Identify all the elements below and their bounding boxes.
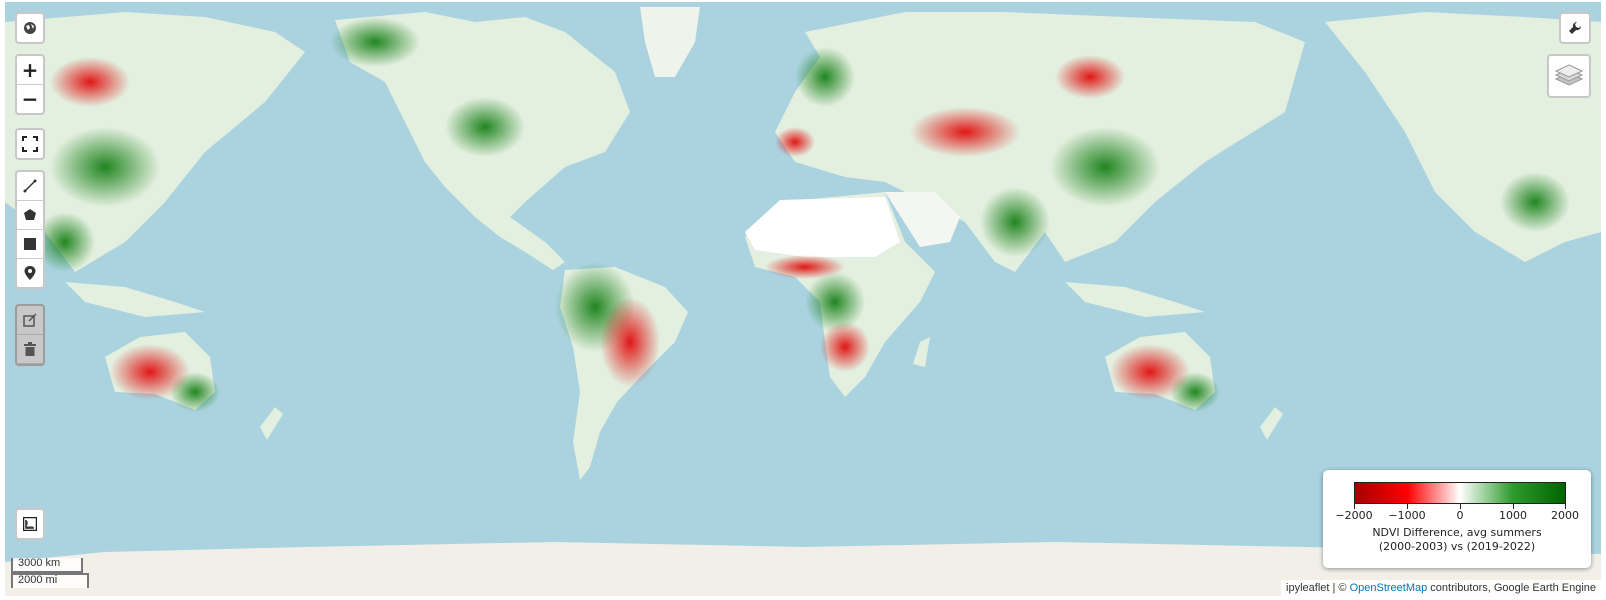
tick-mark <box>1354 504 1355 509</box>
scale-bar: 3000 km 2000 mi <box>11 558 89 588</box>
attribution-prefix: ipyleaflet | © <box>1286 582 1350 594</box>
tick-label: −2000 <box>1335 509 1373 522</box>
fullscreen-control <box>15 128 45 160</box>
basemap-control <box>15 12 45 44</box>
polygon-icon[interactable] <box>17 201 43 230</box>
tick-label: 0 <box>1456 509 1464 522</box>
zoom-out-button[interactable]: − <box>21 87 39 111</box>
scale-imperial: 2000 mi <box>11 573 89 588</box>
tick-mark <box>1460 504 1461 509</box>
colorbar <box>1354 482 1566 504</box>
draw-toolbar <box>15 170 45 289</box>
map-canvas[interactable]: + − <box>5 2 1601 596</box>
legend-subtitle: (2000-2003) vs (2019-2022) <box>1378 540 1536 553</box>
attribution-suffix: contributors, Google Earth Engine <box>1427 582 1596 594</box>
zoom-control: + − <box>15 54 45 115</box>
fullscreen-icon[interactable] <box>17 130 43 158</box>
attribution: ipyleaflet | © OpenStreetMap contributor… <box>1281 580 1601 596</box>
rectangle-icon[interactable] <box>17 230 43 259</box>
tick-label: 2000 <box>1551 509 1579 522</box>
colorbar-legend: −2000 −1000 0 1000 2000 NDVI Difference,… <box>1323 470 1591 568</box>
osm-link[interactable]: OpenStreetMap <box>1349 582 1428 594</box>
tick-mark <box>1565 504 1566 509</box>
ruler-icon[interactable] <box>17 510 43 538</box>
zoom-in-button[interactable]: + <box>17 56 43 85</box>
tick-label: 1000 <box>1499 509 1527 522</box>
tick-mark <box>1513 504 1514 509</box>
marker-icon[interactable] <box>17 259 43 287</box>
ndvi-layer <box>5 7 1601 596</box>
scale-metric: 3000 km <box>11 558 83 573</box>
polyline-icon[interactable] <box>17 172 43 201</box>
tick-mark <box>1407 504 1408 509</box>
layers-icon <box>1555 64 1583 86</box>
edit-icon[interactable] <box>17 306 43 335</box>
toolbar-button[interactable] <box>1559 12 1591 44</box>
measure-control <box>15 508 45 540</box>
legend-title: NDVI Difference, avg summers <box>1372 526 1542 539</box>
tick-label: −1000 <box>1388 509 1426 522</box>
edit-toolbar <box>15 304 45 366</box>
layers-control[interactable] <box>1547 54 1591 98</box>
globe-icon[interactable] <box>17 14 43 42</box>
wrench-icon <box>1569 21 1582 34</box>
trash-icon[interactable] <box>17 335 43 364</box>
